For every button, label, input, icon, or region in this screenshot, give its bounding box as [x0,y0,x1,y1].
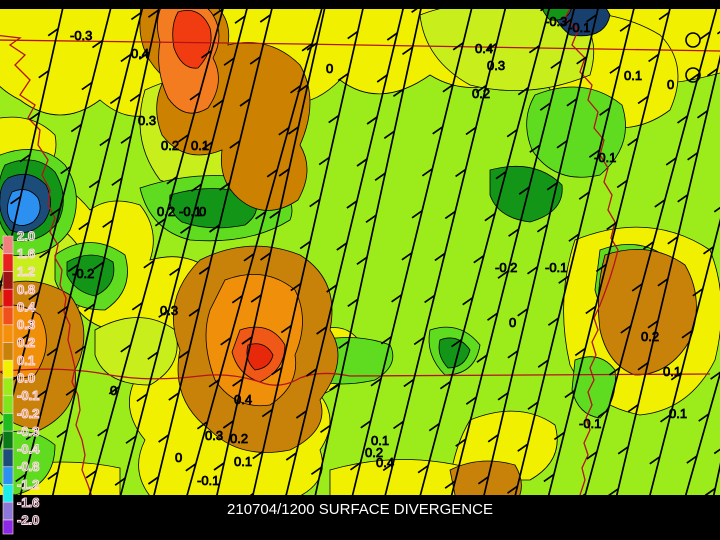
svg-text:-0.1: -0.1 [579,416,601,431]
svg-text:-0.3: -0.3 [17,424,39,439]
svg-text:-0.3: -0.3 [70,28,92,43]
svg-text:0.1: 0.1 [234,454,252,469]
svg-text:0.3: 0.3 [160,303,178,318]
svg-text:-0.1: -0.1 [17,388,39,403]
svg-text:0.1: 0.1 [191,138,209,153]
svg-text:0.3: 0.3 [487,58,505,73]
svg-text:-0.4: -0.4 [17,442,40,457]
svg-text:-1.2: -1.2 [17,477,39,492]
svg-text:2.0: 2.0 [17,229,35,244]
svg-text:0.1: 0.1 [663,364,681,379]
svg-text:-0.1: -0.1 [545,260,567,275]
svg-text:210704/1200 SURFACE DIVERGENCE: 210704/1200 SURFACE DIVERGENCE [227,501,493,518]
svg-text:1.2: 1.2 [17,264,35,279]
svg-text:0.2: 0.2 [157,204,175,219]
svg-text:0.1: 0.1 [669,406,687,421]
svg-text:-0.8: -0.8 [17,459,39,474]
svg-text:0.4: 0.4 [234,392,252,407]
svg-text:0.4: 0.4 [475,41,493,56]
svg-text:0: 0 [509,315,516,330]
svg-text:0.2: 0.2 [230,431,248,446]
svg-text:0.1: 0.1 [624,68,642,83]
svg-text:-0.3: -0.3 [545,14,567,29]
svg-text:-0.1: -0.1 [197,473,219,488]
svg-text:-0.1: -0.1 [568,20,590,35]
svg-text:0.3: 0.3 [17,317,35,332]
svg-text:0.0: 0.0 [17,371,35,386]
svg-text:0: 0 [110,383,117,398]
svg-text:0: 0 [667,77,674,92]
svg-text:-0.2: -0.2 [495,260,517,275]
svg-text:-2.0: -2.0 [17,513,39,528]
svg-text:-0.2: -0.2 [17,406,39,421]
svg-text:-0.2: -0.2 [72,266,94,281]
svg-text:0.4: 0.4 [17,300,36,315]
svg-text:0.2: 0.2 [472,86,490,101]
svg-text:0.4: 0.4 [376,455,394,470]
svg-text:0.8: 0.8 [17,282,35,297]
svg-text:0.3: 0.3 [205,428,223,443]
svg-text:0: 0 [326,61,333,76]
svg-text:-1.6: -1.6 [17,495,39,510]
svg-text:1.6: 1.6 [17,246,35,261]
svg-text:0.2: 0.2 [17,335,35,350]
svg-text:0.2: 0.2 [641,329,659,344]
svg-text:-0.1: -0.1 [594,150,616,165]
svg-text:0: 0 [199,204,206,219]
svg-text:0.4: 0.4 [131,46,149,61]
svg-text:0: 0 [175,450,182,465]
svg-text:0.1: 0.1 [17,353,35,368]
svg-text:0.3: 0.3 [138,113,156,128]
svg-text:0.2: 0.2 [161,138,179,153]
